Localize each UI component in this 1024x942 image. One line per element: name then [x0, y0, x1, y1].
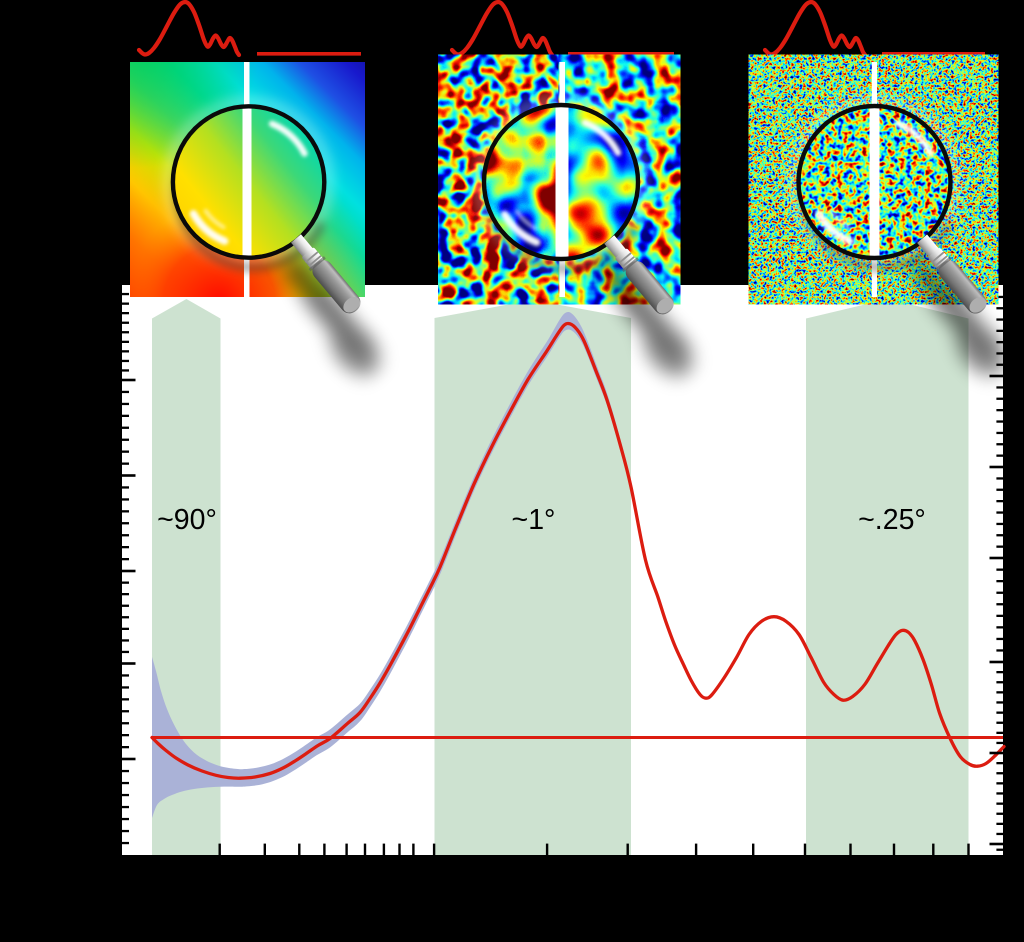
svg-text:~.25°: ~.25° [858, 504, 926, 536]
svg-text:~90°: ~90° [157, 504, 217, 536]
svg-text:~1°: ~1° [512, 504, 556, 536]
